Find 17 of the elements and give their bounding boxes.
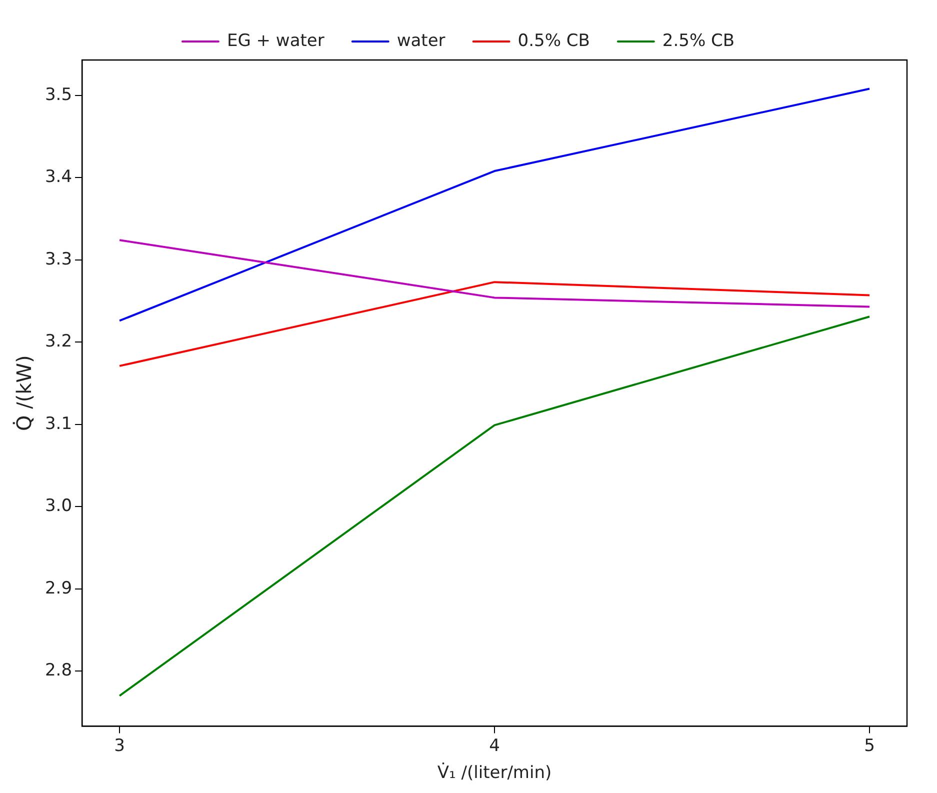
legend-label: EG + water — [226, 30, 324, 51]
y-tick-label: 2.9 — [44, 578, 72, 598]
x-tick-label: 5 — [864, 736, 875, 756]
y-tick-label: 3.1 — [44, 414, 72, 434]
y-tick-label: 3.0 — [44, 496, 72, 516]
y-tick-label: 3.3 — [44, 249, 72, 270]
legend-label: 2.5% CB — [662, 30, 735, 51]
y-tick-label: 2.8 — [44, 660, 72, 681]
x-axis-title: V̇₁ /(liter/min) — [437, 762, 552, 784]
legend-label: water — [396, 30, 446, 51]
y-tick-label: 3.4 — [44, 167, 72, 188]
y-tick-label: 3.5 — [44, 84, 72, 105]
legend-label: 0.5% CB — [518, 30, 590, 51]
y-axis-title: Q̇ /(kW) — [12, 355, 36, 432]
x-tick-label: 3 — [114, 736, 125, 756]
y-tick-label: 3.2 — [44, 332, 72, 352]
x-tick-label: 4 — [489, 736, 500, 756]
